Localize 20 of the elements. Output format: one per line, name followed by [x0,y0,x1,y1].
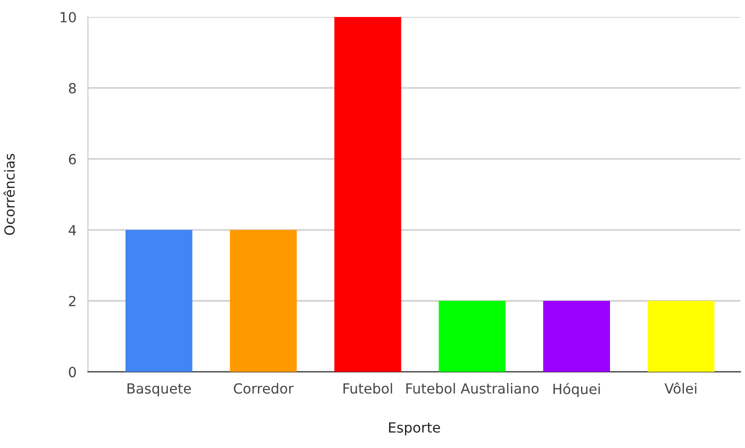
bar [648,300,714,372]
bar [543,300,610,372]
x-axis-title: Esporte [389,422,440,436]
x-tick-label: Futebol [344,382,392,394]
y-tick-label: 2 [68,296,76,306]
y-tick-label: 10 [60,12,76,22]
bar [438,300,506,372]
bar [334,17,402,372]
bar [126,230,192,372]
x-tick-label: Basquete [128,383,191,396]
y-tick-label: 8 [68,82,76,94]
bar [230,230,297,372]
y-axis-title: Ocorrências [3,154,15,235]
x-tick-label: Hóquei [553,382,600,397]
x-tick-label: Corredor [234,382,294,394]
y-tick-label: 6 [68,154,76,164]
x-tick-label: Vôlei [664,382,696,394]
x-tick-label: Futebol Australiano [406,382,539,394]
y-tick-label: 0 [68,366,76,378]
y-tick-label: 4 [68,225,76,236]
